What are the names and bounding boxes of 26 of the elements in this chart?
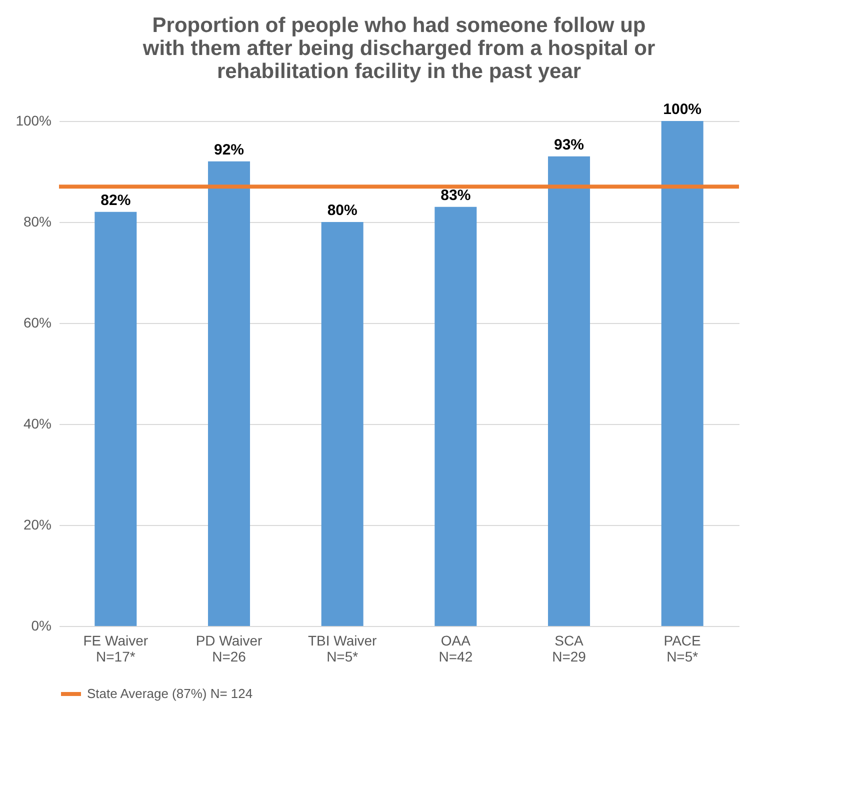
data-label: 100%	[663, 101, 702, 118]
x-tick-label: TBI Waiver N=5*	[308, 632, 378, 664]
y-tick-label: 0%	[31, 618, 52, 634]
chart-title: Proportion of people who had someone follow up with them after being discharged from a hospital or rehabilitation facility in the past year	[142, 14, 656, 83]
data-label: 80%	[327, 202, 358, 219]
data-label: 83%	[440, 186, 471, 204]
bar	[321, 222, 364, 626]
bar	[548, 156, 590, 626]
y-tick-label: 60%	[23, 314, 52, 330]
y-tick-label: 40%	[23, 416, 52, 432]
x-tick-label: PACE N=5*	[664, 632, 701, 664]
data-label: 93%	[554, 136, 584, 154]
x-tick-label: OAA N=42	[438, 632, 473, 664]
legend-label: State Average (87%) N= 124	[87, 686, 253, 701]
y-tick-label: 100%	[16, 112, 52, 128]
x-tick-label: PD Waiver N=26	[196, 632, 263, 664]
y-tick-label: 80%	[23, 214, 52, 230]
data-label: 92%	[214, 141, 244, 158]
x-tick-label: SCA N=29	[552, 632, 586, 664]
bar	[94, 212, 137, 626]
bar	[208, 161, 250, 626]
bar	[434, 206, 477, 626]
y-tick-label: 20%	[23, 516, 52, 532]
x-tick-label: FE Waiver N=17*	[83, 632, 148, 664]
bar	[661, 121, 704, 626]
data-label: 82%	[100, 192, 131, 209]
